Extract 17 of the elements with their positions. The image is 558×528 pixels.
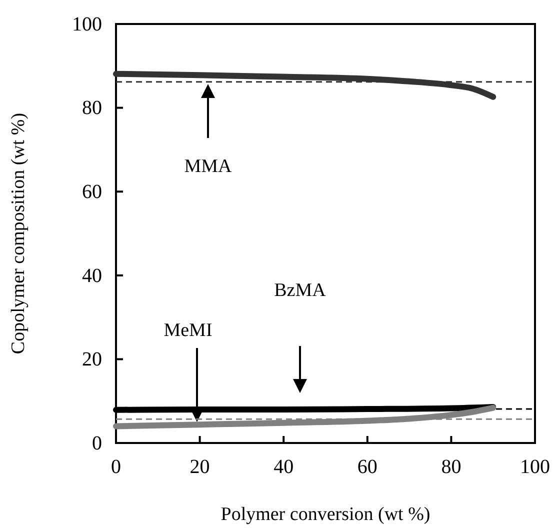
x-tick-label: 100: [520, 456, 550, 478]
x-tick-label: 40: [274, 456, 294, 478]
y-tick-label: 60: [82, 181, 102, 203]
x-tick-label: 0: [111, 456, 121, 478]
y-axis-title: Copolymer composition (wt %): [8, 112, 29, 354]
x-tick-label: 80: [441, 456, 462, 478]
x-tick-label: 60: [357, 456, 378, 478]
annotation: MeMI: [164, 320, 212, 341]
y-tick-label: 100: [72, 13, 102, 36]
y-tick-label: 0: [92, 432, 102, 454]
y-tick-label: 40: [82, 264, 102, 287]
annotation: BzMA: [274, 280, 326, 301]
x-tick-label: 20: [190, 456, 210, 478]
y-tick-label: 80: [82, 97, 102, 120]
y-tick-label: 20: [82, 348, 102, 371]
x-axis-title: Polymer conversion (wt %): [220, 504, 430, 525]
annotation: MMA: [184, 156, 232, 177]
